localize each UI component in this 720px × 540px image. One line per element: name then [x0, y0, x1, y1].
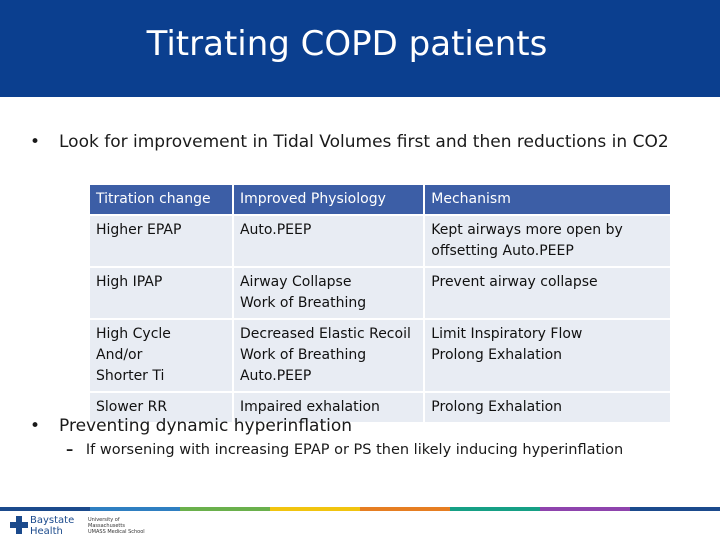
- table-cell: High IPAP: [88, 266, 234, 320]
- table-cell: Decreased Elastic Recoil Work of Breathi…: [231, 318, 426, 393]
- table-cell: Kept airways more open by offsetting Aut…: [423, 214, 672, 268]
- logo-text: Baystate Health: [30, 515, 75, 537]
- table-header-row: Titration change Improved Physiology Mecha…: [88, 183, 672, 216]
- bullet-marker: •: [30, 416, 41, 436]
- table-cell: Limit Inspiratory Flow Prolong Exhalatio…: [423, 318, 672, 393]
- header-cell: Titration change: [88, 183, 234, 216]
- table-cell: Impaired exhalation: [231, 391, 426, 424]
- header-cell: Mechanism: [423, 183, 672, 216]
- footer-stripe: [0, 507, 720, 511]
- table-row: High Cycle And/or Shorter Ti Decreased El…: [88, 318, 672, 393]
- bullet: • Preventing dynamic hyperinflation: [30, 415, 670, 437]
- table-cell: Prevent airway collapse: [423, 266, 672, 320]
- sub-bullet: – If worsening with increasing EPAP or P…: [66, 442, 623, 458]
- table-row: Higher EPAP Auto.PEEP Kept airways more op…: [88, 214, 672, 268]
- table-row: Slower RR Impaired exhalation Prolong Exha…: [88, 391, 672, 424]
- table-cell: Auto.PEEP: [231, 214, 426, 268]
- sub-bullet-text: If worsening with increasing EPAP or PS …: [85, 442, 624, 458]
- header-band: Titrating COPD patients: [0, 0, 720, 97]
- table-cell: Slower RR: [88, 391, 234, 424]
- logo-icon: [10, 516, 28, 534]
- table: Titration change Improved Physiology Mecha…: [88, 183, 672, 424]
- slide-title: Titrating COPD patients: [146, 24, 548, 64]
- table-cell: Prolong Exhalation: [423, 391, 672, 424]
- partner-logo: University of Massachusetts UMASS Medica…: [88, 517, 145, 535]
- table-cell: Airway Collapse Work of Breathing: [231, 266, 426, 320]
- sub-bullet-marker: –: [66, 442, 74, 458]
- bullet-text: Preventing dynamic hyperinflation: [59, 416, 353, 436]
- header-cell: Improved Physiology: [231, 183, 426, 216]
- bullet: • Look for improvement in Tidal Volumes …: [30, 131, 670, 153]
- table-row: High IPAP Airway Collapse Work of Breathi…: [88, 266, 672, 320]
- bullet-text: Look for improvement in Tidal Volumes fi…: [59, 132, 669, 152]
- table-cell: Higher EPAP: [88, 214, 234, 268]
- table-cell: High Cycle And/or Shorter Ti: [88, 318, 234, 393]
- bullet-marker: •: [30, 132, 41, 152]
